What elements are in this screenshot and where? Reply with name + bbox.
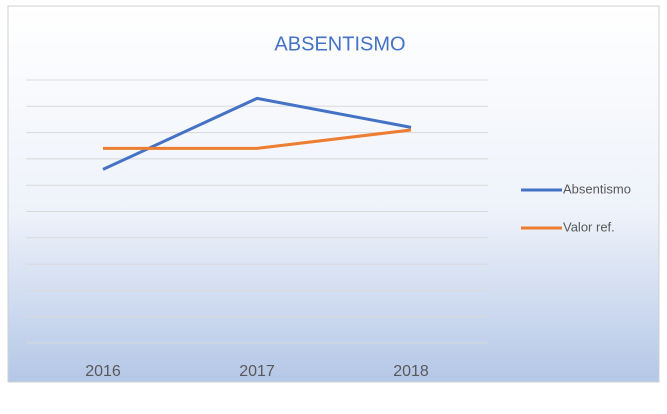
- series-line: [102, 96, 412, 171]
- series-line: [103, 128, 412, 150]
- x-tick-label: 2017: [239, 363, 275, 380]
- x-tick-label: 2018: [393, 363, 429, 380]
- x-tick-label: 2016: [85, 363, 121, 380]
- chart-background: [7, 5, 660, 383]
- legend-label: Valor ref.: [563, 219, 615, 234]
- chart-title: ABSENTISMO: [274, 33, 405, 55]
- legend-label: Absentismo: [563, 181, 631, 196]
